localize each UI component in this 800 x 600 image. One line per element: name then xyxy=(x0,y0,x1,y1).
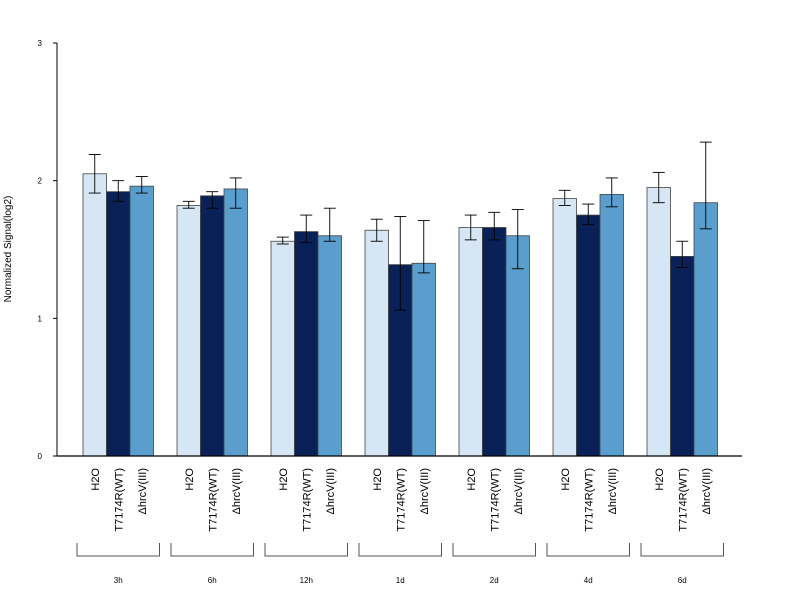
group-label: 4d xyxy=(584,576,593,585)
bar xyxy=(176,205,201,457)
group-brackets: 3h 6h 12h 1d 2d 4d 6d xyxy=(76,543,724,585)
bar-label: T7174R(WT) xyxy=(583,468,595,532)
bar xyxy=(106,191,131,457)
bar xyxy=(411,262,436,457)
bars xyxy=(82,141,718,457)
y-tick-label: 1 xyxy=(38,314,43,323)
group-bracket xyxy=(452,543,536,557)
bar-label: H2O xyxy=(560,468,572,491)
group-bracket xyxy=(264,543,348,557)
bar-label: ΔhrcV(III) xyxy=(137,468,149,514)
group-label: 6h xyxy=(208,576,217,585)
bar-label: T7174R(WT) xyxy=(113,468,125,532)
group-label: 3h xyxy=(114,576,123,585)
bar-label: H2O xyxy=(184,468,196,491)
bar xyxy=(317,235,342,457)
bar xyxy=(129,185,154,457)
bar-label: T7174R(WT) xyxy=(301,468,313,532)
bar xyxy=(270,240,295,457)
bar-label: H2O xyxy=(278,468,290,491)
bar xyxy=(576,214,601,457)
bar xyxy=(82,173,107,457)
bar-label: H2O xyxy=(372,468,384,491)
group-bracket xyxy=(76,543,160,557)
bar-label: ΔhrcV(III) xyxy=(513,468,525,514)
group-label: 12h xyxy=(300,576,313,585)
bar-label: T7174R(WT) xyxy=(489,468,501,532)
bar xyxy=(693,202,718,457)
y-tick-label: 3 xyxy=(38,39,43,48)
bar xyxy=(294,231,319,457)
bar xyxy=(364,229,389,457)
bar xyxy=(552,198,577,457)
group-bracket xyxy=(546,543,630,557)
bar-label: T7174R(WT) xyxy=(207,468,219,532)
group-label: 2d xyxy=(490,576,499,585)
bar-label: ΔhrcV(III) xyxy=(419,468,431,514)
bar-label: H2O xyxy=(90,468,102,491)
bar xyxy=(458,227,483,457)
y-axis: 0 1 2 3 xyxy=(38,39,58,461)
bar-label: ΔhrcV(III) xyxy=(325,468,337,514)
bar-label: ΔhrcV(III) xyxy=(701,468,713,514)
bar-label: H2O xyxy=(654,468,666,491)
bar xyxy=(223,188,248,457)
bar xyxy=(599,194,624,457)
y-tick-label: 0 xyxy=(38,452,43,461)
group-bracket xyxy=(640,543,724,557)
y-axis-label: Normalized Signal(log2) xyxy=(3,196,14,303)
group-bracket xyxy=(358,543,442,557)
y-tick-label: 2 xyxy=(38,177,43,186)
bar-label: T7174R(WT) xyxy=(677,468,689,532)
bar-label: ΔhrcV(III) xyxy=(607,468,619,514)
bar-label: T7174R(WT) xyxy=(395,468,407,532)
bar xyxy=(646,187,671,457)
bar xyxy=(482,227,507,457)
group-label: 1d xyxy=(396,576,405,585)
group-bracket xyxy=(170,543,254,557)
bar xyxy=(200,195,225,457)
group-label: 6d xyxy=(678,576,687,585)
bar-label: ΔhrcV(III) xyxy=(231,468,243,514)
bar-label: H2O xyxy=(466,468,478,491)
x-axis: H2O T7174R(WT) ΔhrcV(III) H2O T7174R(WT) Δhrc… xyxy=(57,455,742,532)
bar xyxy=(670,255,695,457)
